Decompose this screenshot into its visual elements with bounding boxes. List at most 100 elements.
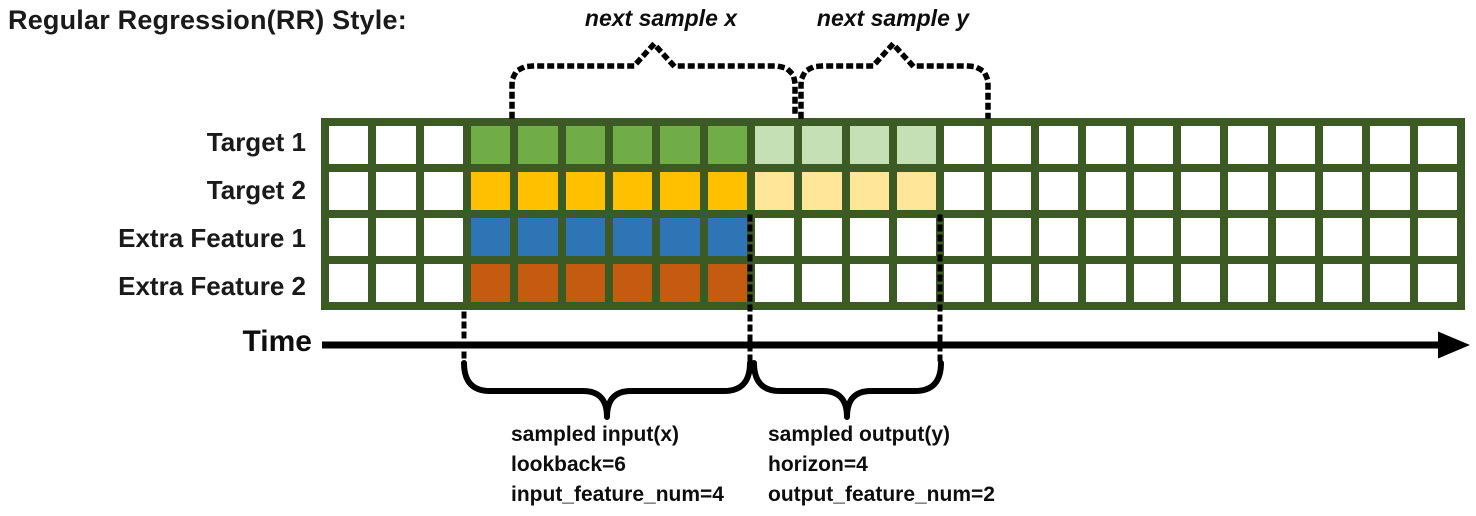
grid-cell — [849, 126, 889, 164]
grid-cell — [1086, 218, 1126, 256]
grid-cell — [1038, 126, 1079, 164]
grid-cell — [1417, 172, 1457, 210]
grid-cell — [423, 218, 463, 256]
grid-cell — [1180, 126, 1221, 164]
grid-cell — [518, 218, 558, 256]
grid-cell — [754, 126, 795, 164]
grid-cell — [754, 218, 795, 256]
grid-cell — [1228, 264, 1268, 302]
grid-cell — [896, 172, 937, 210]
grid-cell — [1322, 172, 1363, 210]
grid-cell — [329, 264, 369, 302]
grid-cell — [1228, 172, 1268, 210]
grid-cell — [518, 264, 558, 302]
row-label-extra-feature-1: Extra Feature 1 — [118, 223, 306, 253]
grid-cell — [1038, 264, 1079, 302]
grid-cell — [1417, 126, 1457, 164]
grid-cell — [1180, 264, 1221, 302]
grid-cell — [565, 218, 605, 256]
grid-cell — [991, 264, 1031, 302]
annotation-line-output-feature-num: output_feature_num=2 — [768, 483, 995, 506]
grid-cell — [944, 264, 984, 302]
next-sample-y-brace — [798, 39, 991, 119]
grid-cell — [1228, 126, 1268, 164]
grid-cell — [1133, 126, 1173, 164]
output-annotation: sampled output(y) horizon=4 output_featu… — [768, 420, 995, 510]
grid-cell — [470, 126, 511, 164]
grid-cell — [565, 172, 605, 210]
grid-cell — [1086, 264, 1126, 302]
grid-cell — [707, 126, 747, 164]
grid-cell — [518, 172, 558, 210]
grid-cell — [612, 126, 653, 164]
grid-cell — [944, 126, 984, 164]
grid-cell — [1180, 172, 1221, 210]
input-annotation: sampled input(x) lookback=6 input_featur… — [511, 420, 724, 510]
grid-cell — [707, 264, 747, 302]
row-label-target-1: Target 1 — [206, 127, 306, 157]
grid-cell — [423, 126, 463, 164]
grid-cell — [896, 218, 937, 256]
grid-cell — [944, 172, 984, 210]
grid-cell — [802, 218, 842, 256]
time-axis-label: Time — [242, 325, 312, 358]
grid-cell — [707, 172, 747, 210]
grid-cell — [423, 264, 463, 302]
grid-cell — [1038, 172, 1079, 210]
annotation-line-lookback: lookback=6 — [511, 453, 626, 476]
grid-cell — [376, 126, 416, 164]
grid-cell — [991, 218, 1031, 256]
grid-cell — [1322, 264, 1363, 302]
annotation-line-sampled-output: sampled output(y) — [768, 423, 950, 446]
annotation-line-sampled-input: sampled input(x) — [511, 423, 680, 446]
grid-cell — [565, 264, 605, 302]
grid-cell — [660, 264, 700, 302]
grid-cell — [660, 126, 700, 164]
grid-cell — [754, 172, 795, 210]
grid-cell — [1275, 172, 1315, 210]
grid-cell — [1370, 264, 1410, 302]
grid-cell — [802, 264, 842, 302]
next-sample-y-label: next sample y — [816, 5, 970, 31]
grid-cell — [991, 172, 1031, 210]
grid-cell — [944, 218, 984, 256]
grid-cell — [329, 218, 369, 256]
grid-cell — [1133, 218, 1173, 256]
next-sample-x-label: next sample x — [584, 5, 738, 31]
grid-cell — [1086, 172, 1126, 210]
grid-cell — [896, 264, 937, 302]
grid-cell — [329, 126, 369, 164]
grid-cell — [802, 126, 842, 164]
grid-cell — [1275, 126, 1315, 164]
grid-cell — [1133, 264, 1173, 302]
annotation-line-horizon: horizon=4 — [768, 453, 868, 476]
grid-cell — [849, 172, 889, 210]
grid-cell — [612, 218, 653, 256]
grid-cell — [1370, 172, 1410, 210]
grid-cell — [376, 264, 416, 302]
grid-cell — [612, 172, 653, 210]
grid-cell — [1370, 218, 1410, 256]
grid-cell — [1275, 264, 1315, 302]
grid-cell — [991, 126, 1031, 164]
sampled-input-brace — [461, 360, 753, 420]
grid-cell — [376, 218, 416, 256]
grid-cell — [470, 172, 511, 210]
grid-cell — [1038, 218, 1079, 256]
sample-grid — [321, 118, 1465, 310]
grid-cell — [423, 172, 463, 210]
grid-cell — [660, 218, 700, 256]
grid-cell — [612, 264, 653, 302]
grid-cell — [1228, 218, 1268, 256]
row-label-extra-feature-2: Extra Feature 2 — [118, 271, 306, 301]
grid-cell — [470, 264, 511, 302]
row-label-target-2: Target 2 — [206, 175, 306, 205]
grid-cell — [1370, 126, 1410, 164]
grid-cell — [849, 264, 889, 302]
sampled-output-brace — [751, 360, 944, 420]
annotation-line-input-feature-num: input_feature_num=4 — [511, 483, 724, 506]
grid-cell — [1086, 126, 1126, 164]
figure-title: Regular Regression(RR) Style: — [8, 5, 407, 35]
grid-cell — [660, 172, 700, 210]
